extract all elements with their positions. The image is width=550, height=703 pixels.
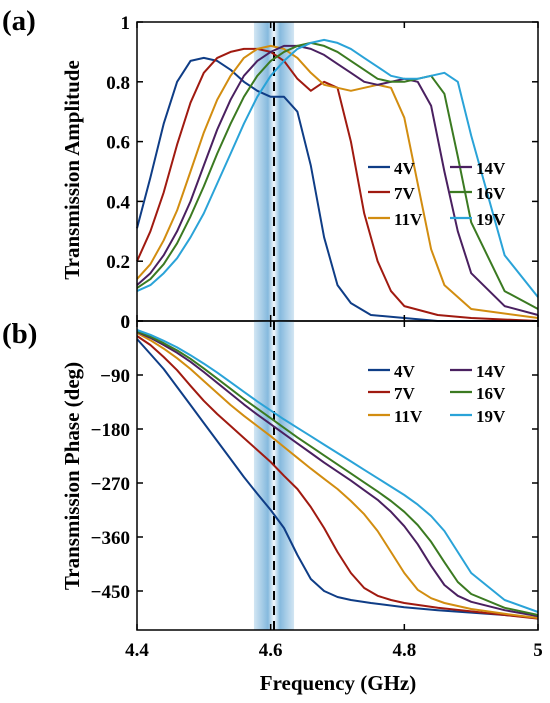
legend-label-19V: 19V: [476, 210, 506, 229]
series-line-4V: [136, 338, 539, 619]
panel-b-ylabel: Transmission Phase (deg): [60, 362, 84, 590]
y-tick-label: −180: [91, 420, 130, 441]
legend-label-7V: 7V: [394, 384, 416, 403]
y-tick-label: −450: [91, 582, 130, 603]
legend-label-4V: 4V: [394, 159, 416, 178]
series-line-14V: [136, 330, 539, 618]
panel-a: (a) Transmission Amplitude 0 0.2 0.4 0.6 0.8…: [2, 5, 539, 333]
y-tick-label: 0: [121, 312, 131, 333]
y-tick-label: 0.6: [106, 133, 130, 154]
y-tick-label: −360: [91, 528, 130, 549]
legend-label-11V: 11V: [394, 210, 423, 229]
axes-frame: [136, 320, 539, 631]
series-line-16V: [136, 41, 539, 310]
legend-label-16V: 16V: [476, 384, 506, 403]
y-tick-label: 0.4: [106, 192, 130, 213]
series-line-14V: [136, 44, 539, 316]
series-line-11V: [136, 44, 539, 319]
x-tick-label: 4.6: [259, 640, 283, 661]
panel-a-ylabel: Transmission Amplitude: [60, 60, 84, 280]
legend-label-14V: 14V: [476, 362, 506, 381]
panel-b-label: (b): [2, 318, 37, 350]
legend-label-19V: 19V: [476, 407, 506, 426]
panel-b: (b) Transmission Phase (deg) 0 −90 −180 −27…: [2, 312, 539, 631]
series-line-4V: [136, 56, 538, 322]
legend-label-4V: 4V: [394, 362, 416, 381]
y-tick-label: −270: [91, 474, 130, 495]
x-tick-label: 4.4: [125, 640, 149, 661]
y-tick-label: 0.8: [106, 73, 130, 94]
series-line-16V: [136, 330, 539, 616]
series-line-11V: [136, 332, 539, 619]
legend-label-16V: 16V: [476, 184, 506, 203]
y-tick-label: −90: [100, 366, 130, 387]
x-tick-label: 4.8: [392, 640, 416, 661]
x-axis-label: Frequency (GHz): [260, 671, 417, 695]
x-tick-label: 5: [533, 640, 543, 661]
legend-label-14V: 14V: [476, 159, 506, 178]
y-tick-label: 1: [121, 13, 131, 34]
series-line-19V: [136, 329, 539, 613]
legend-label-11V: 11V: [394, 407, 423, 426]
legend-label-7V: 7V: [394, 184, 416, 203]
series-line-7V: [136, 47, 539, 322]
panel-a-label: (a): [2, 5, 36, 37]
series-line-7V: [136, 335, 539, 620]
y-tick-label: 0: [121, 312, 131, 333]
series-line-19V: [136, 38, 539, 298]
y-tick-label: 0.2: [106, 252, 130, 273]
